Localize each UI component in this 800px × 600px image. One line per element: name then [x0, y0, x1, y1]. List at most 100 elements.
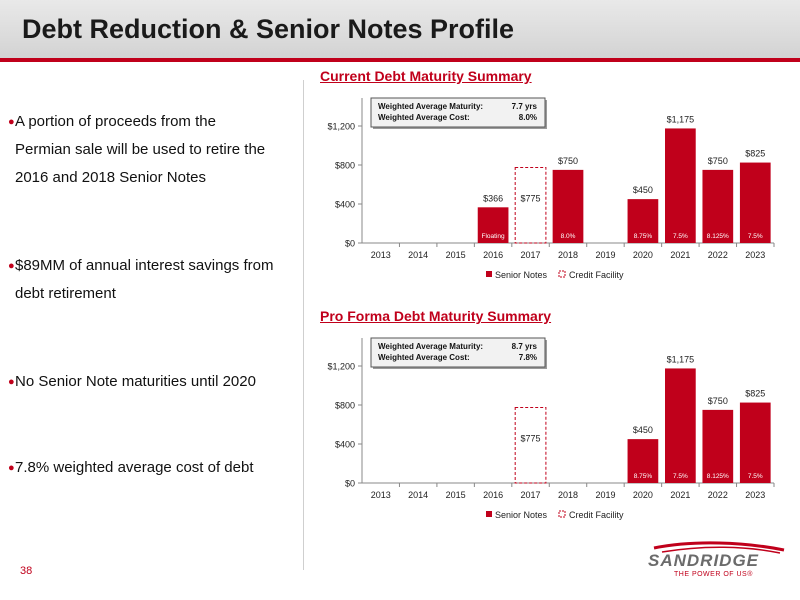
x-tick-label: 2017: [521, 490, 541, 500]
legend-swatch-credit-facility: [558, 270, 566, 278]
bullet-line: 2016 and 2018 Senior Notes: [15, 169, 206, 186]
y-tick-label: $1,200: [327, 362, 355, 372]
legend-swatch-senior-notes: [486, 511, 492, 517]
x-tick-label: 2020: [633, 250, 653, 260]
title-rule: [0, 58, 800, 62]
x-tick-label: 2020: [633, 490, 653, 500]
x-tick-label: 2019: [595, 490, 615, 500]
column-divider: [303, 80, 304, 570]
bullet-line: A portion of proceeds from the: [15, 113, 216, 130]
logo-wordmark: SANDRIDGE: [648, 551, 760, 570]
bullet-item: ● 7.8% weighted average cost of debt: [8, 454, 298, 482]
bullet-line: Permian sale will be used to retire the: [15, 141, 266, 158]
senior-notes-bar: [739, 162, 771, 243]
bar-rate-label: 8.75%: [634, 473, 653, 480]
x-tick-label: 2018: [558, 490, 578, 500]
senior-notes-bar: [665, 368, 696, 483]
x-tick-label: 2014: [408, 490, 428, 500]
bar-value-label: $825: [745, 389, 765, 399]
bar-value-label: $450: [633, 185, 653, 195]
bar-rate-label: 7.5%: [673, 473, 688, 480]
legend-swatch-senior-notes: [486, 271, 492, 277]
senior-notes-bar: [702, 169, 734, 243]
info-box: [370, 97, 546, 128]
bar-rate-label: Floating: [482, 233, 506, 240]
legend-label: Credit Facility: [569, 510, 624, 520]
info-box-label: Weighted Average Maturity:: [378, 342, 483, 351]
bar-value-label: $775: [521, 433, 541, 443]
y-tick-label: $0: [345, 239, 355, 249]
bullet-dot-icon: ●: [8, 376, 15, 388]
bar-rate-label: 8.125%: [707, 233, 729, 240]
y-tick-label: $800: [335, 401, 355, 411]
bullet-dot-icon: ●: [8, 116, 15, 128]
proforma-debt-maturity-chart: $0 $400 $800 $1,200 2013 2014 2015 2016 2017 2018…: [327, 337, 775, 520]
x-tick-label: 2018: [558, 250, 578, 260]
logo-tagline: THE POWER OF US®: [674, 571, 753, 578]
page-number: 38: [20, 565, 33, 577]
bullet-item: ● $89MM of annual interest savings from …: [8, 252, 298, 308]
x-tick-label: 2017: [521, 250, 541, 260]
x-tick-label: 2023: [745, 250, 765, 260]
y-tick-label: $800: [335, 161, 355, 171]
bullet-line: No Senior Note maturities until 2020: [15, 373, 256, 390]
y-tick-label: $1,200: [327, 122, 355, 132]
logo-swoosh-icon: [653, 541, 785, 554]
x-tick-label: 2019: [595, 250, 615, 260]
bar-rate-label: 8.125%: [707, 473, 729, 480]
x-tick-label: 2015: [446, 250, 466, 260]
bar-value-label: $366: [483, 193, 503, 203]
bullet-dot-icon: ●: [8, 462, 15, 474]
legend-label: Senior Notes: [495, 510, 548, 520]
y-tick-label: $400: [335, 200, 355, 210]
sandridge-logo: SANDRIDGE THE POWER OF US®: [634, 538, 794, 583]
x-tick-label: 2022: [708, 250, 728, 260]
x-tick-label: 2013: [371, 490, 391, 500]
bar-rate-label: 8.0%: [561, 233, 576, 240]
y-tick-label: $400: [335, 440, 355, 450]
header-band: [0, 0, 800, 58]
legend-label: Senior Notes: [495, 270, 548, 280]
info-box-value: 8.0%: [519, 113, 537, 122]
x-tick-label: 2021: [670, 250, 690, 260]
credit-facility-bar: [514, 406, 547, 484]
bullet-line: $89MM of annual interest savings from: [15, 257, 274, 274]
bar-rate-label: 7.5%: [748, 473, 763, 480]
current-debt-maturity-chart: $0 $400 $800 $1,200 2013 2014 2015 2016 2017 2018…: [327, 97, 775, 280]
bullet-line: debt retirement: [15, 285, 116, 302]
x-tick-label: 2016: [483, 490, 503, 500]
proforma-chart-title: Pro Forma Debt Maturity Summary: [320, 308, 552, 324]
info-box-value: 7.8%: [519, 353, 537, 362]
bar-rate-label: 7.5%: [748, 233, 763, 240]
x-tick-label: 2013: [371, 250, 391, 260]
x-tick-label: 2023: [745, 490, 765, 500]
senior-notes-bar: [477, 207, 509, 243]
credit-facility-bar: [514, 166, 547, 244]
x-tick-label: 2021: [670, 490, 690, 500]
bullet-item: ● No Senior Note maturities until 2020: [8, 368, 298, 396]
bullet-line: 7.8% weighted average cost of debt: [15, 459, 254, 476]
info-box-label: Weighted Average Maturity:: [378, 102, 483, 111]
legend-label: Credit Facility: [569, 270, 624, 280]
bar-value-label: $750: [708, 396, 728, 406]
bar-value-label: $825: [745, 149, 765, 159]
senior-notes-bar: [739, 402, 771, 483]
info-box-label: Weighted Average Cost:: [378, 113, 470, 122]
legend-swatch-credit-facility: [558, 510, 566, 518]
info-box-value: 8.7 yrs: [512, 342, 538, 351]
senior-notes-bar: [627, 439, 659, 483]
senior-notes-bar: [665, 128, 696, 243]
bar-rate-label: 8.75%: [634, 233, 653, 240]
senior-notes-bar: [627, 199, 659, 243]
x-tick-label: 2016: [483, 250, 503, 260]
bar-rate-label: 7.5%: [673, 233, 688, 240]
current-chart-title: Current Debt Maturity Summary: [320, 68, 532, 84]
bar-value-label: $1,175: [667, 114, 695, 124]
x-tick-label: 2015: [446, 490, 466, 500]
bar-value-label: $450: [633, 425, 653, 435]
x-tick-label: 2014: [408, 250, 428, 260]
slide-title: Debt Reduction & Senior Notes Profile: [22, 14, 515, 44]
info-box-label: Weighted Average Cost:: [378, 353, 470, 362]
bar-value-label: $750: [558, 156, 578, 166]
x-tick-label: 2022: [708, 490, 728, 500]
